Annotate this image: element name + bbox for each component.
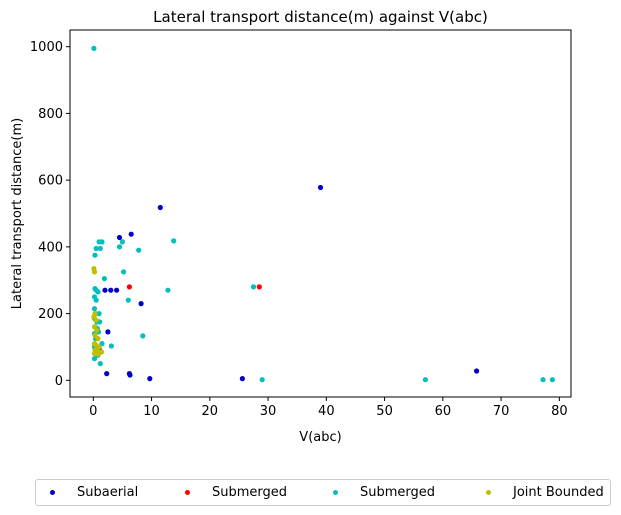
data-point — [97, 361, 103, 367]
data-point — [259, 377, 265, 383]
data-point — [91, 306, 98, 312]
x-tick-label: 70 — [493, 404, 510, 419]
data-point — [108, 343, 114, 349]
data-point — [119, 239, 125, 245]
series-0 — [96, 184, 480, 382]
data-point — [93, 317, 99, 323]
x-tick-label: 80 — [551, 404, 568, 419]
data-point — [250, 284, 257, 290]
series-1 — [126, 284, 262, 290]
x-tick-label: 50 — [376, 404, 393, 419]
x-tick-label: 60 — [435, 404, 452, 419]
data-point — [91, 269, 98, 275]
data-point — [125, 297, 131, 303]
data-point — [95, 336, 101, 342]
legend-item-submerged-cyan: Submerged — [333, 480, 435, 505]
legend-item-submerged-red: Submerged — [185, 480, 287, 505]
y-tick-label: 600 — [38, 174, 63, 189]
y-axis-label: Lateral transport distance(m) — [10, 118, 25, 309]
chart-title: Lateral transport distance(m) against V(… — [153, 8, 488, 26]
data-point — [93, 297, 99, 303]
data-point — [474, 368, 480, 374]
data-point — [138, 301, 144, 307]
data-point — [91, 351, 98, 357]
x-tick-label: 30 — [260, 404, 277, 419]
data-point — [127, 372, 133, 378]
scatter-chart: Lateral transport distance(m) against V(… — [10, 8, 572, 445]
legend-item-subaerial: Subaerial — [50, 480, 138, 505]
data-point — [95, 351, 102, 357]
legend-label-subaerial: Subaerial — [77, 485, 139, 500]
legend-label-submerged-red: Submerged — [212, 485, 288, 500]
data-point — [92, 252, 98, 258]
y-tick-label: 0 — [55, 374, 63, 389]
data-point — [116, 234, 123, 241]
data-point — [96, 344, 102, 350]
data-point — [96, 311, 102, 317]
y-tick-label: 800 — [38, 107, 63, 122]
legend-marker-submerged-red — [185, 490, 190, 495]
data-point — [540, 377, 546, 383]
legend-marker-submerged-cyan — [333, 490, 338, 495]
data-point — [93, 245, 99, 252]
plot-marks — [91, 45, 556, 383]
data-point — [126, 284, 132, 290]
x-tick-label: 20 — [202, 404, 219, 419]
data-point — [92, 332, 98, 338]
plot-frame — [69, 29, 572, 398]
chart-legend: Subaerial Submerged Submerged Joint Boun… — [35, 479, 611, 506]
y-tick-label: 200 — [38, 307, 63, 322]
data-point — [94, 327, 100, 333]
data-point — [101, 276, 107, 282]
x-tick-label: 10 — [143, 404, 160, 419]
data-point — [108, 287, 114, 293]
legend-marker-subaerial — [50, 490, 55, 495]
y-axis: 0 200 400 600 800 1000 — [30, 40, 70, 389]
legend-marker-joint-bounded — [486, 490, 491, 495]
data-point — [99, 341, 105, 347]
data-point — [114, 287, 120, 293]
data-point — [91, 45, 97, 52]
data-point — [116, 244, 123, 250]
data-point — [128, 231, 134, 237]
legend-label-submerged-cyan: Submerged — [360, 485, 436, 500]
series-2 — [91, 45, 556, 383]
data-point — [157, 204, 163, 211]
x-tick-label: 40 — [318, 404, 335, 419]
legend-label-joint-bounded: Joint Bounded — [513, 485, 604, 500]
data-point — [105, 329, 111, 335]
data-point — [91, 356, 98, 362]
legend-item-joint-bounded: Joint Bounded — [486, 480, 604, 505]
data-point — [95, 289, 101, 295]
data-point — [239, 376, 245, 382]
data-point — [171, 238, 177, 244]
series-3 — [91, 266, 105, 357]
data-point — [104, 371, 110, 377]
data-point — [97, 245, 103, 252]
x-axis-label: V(abc) — [299, 430, 341, 445]
x-tick-label: 0 — [89, 404, 97, 419]
data-point — [99, 239, 105, 245]
data-point — [317, 184, 324, 191]
data-point — [147, 376, 153, 382]
x-axis: 0 10 20 30 40 50 60 70 80 — [89, 397, 568, 419]
data-point — [549, 377, 556, 383]
data-point — [422, 377, 428, 383]
data-point — [102, 287, 108, 293]
y-tick-label: 400 — [38, 240, 63, 255]
data-point — [256, 284, 262, 290]
y-tick-label: 1000 — [30, 40, 63, 55]
data-point — [136, 247, 142, 253]
data-point — [121, 269, 127, 275]
data-point — [165, 287, 171, 293]
data-point — [140, 333, 146, 339]
